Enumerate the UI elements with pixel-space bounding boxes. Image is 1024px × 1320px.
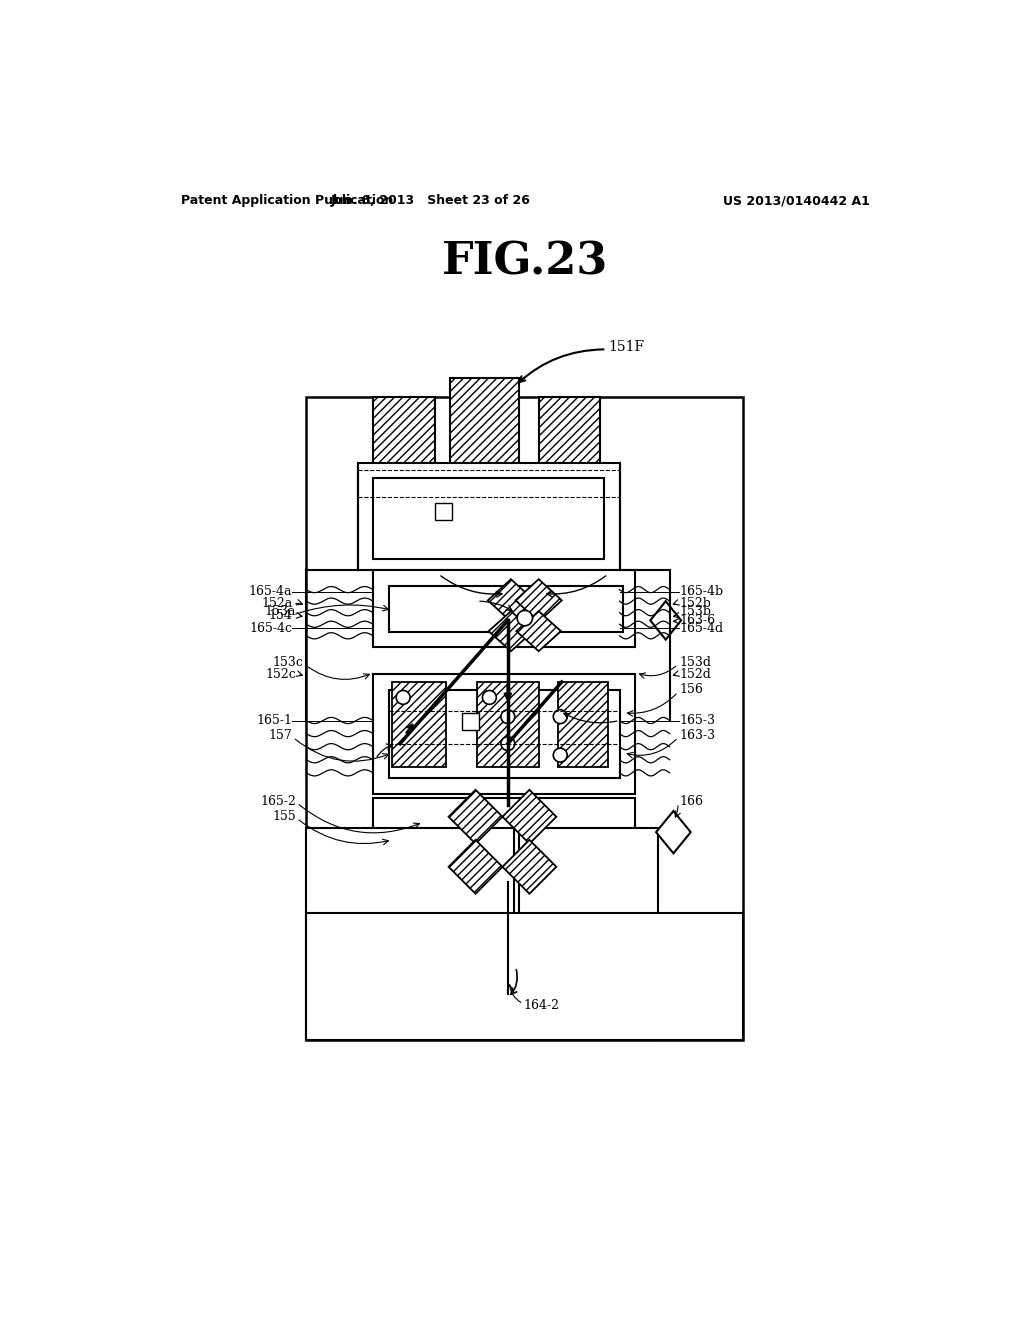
- Polygon shape: [516, 611, 561, 651]
- Bar: [388, 689, 620, 779]
- Polygon shape: [449, 840, 503, 894]
- Text: 165-1: 165-1: [256, 714, 292, 727]
- Bar: [306, 913, 743, 1040]
- Bar: [373, 478, 604, 558]
- Circle shape: [501, 737, 515, 751]
- Circle shape: [501, 710, 515, 723]
- Polygon shape: [650, 601, 681, 640]
- Text: 163-6: 163-6: [680, 614, 716, 627]
- Text: 152d: 152d: [680, 668, 712, 681]
- Bar: [392, 682, 446, 767]
- Text: 165-4d: 165-4d: [680, 622, 724, 635]
- Polygon shape: [449, 789, 503, 843]
- Text: US 2013/0140442 A1: US 2013/0140442 A1: [723, 194, 869, 207]
- Text: 165-4c: 165-4c: [249, 622, 292, 635]
- Text: 153a: 153a: [265, 605, 296, 618]
- Bar: [477, 682, 539, 767]
- Circle shape: [517, 610, 532, 626]
- Bar: [462, 713, 478, 730]
- Bar: [373, 797, 635, 917]
- Text: 156: 156: [680, 684, 703, 696]
- Circle shape: [396, 690, 410, 705]
- Bar: [388, 586, 624, 632]
- Bar: [558, 682, 608, 767]
- Text: 152c: 152c: [265, 668, 296, 681]
- Text: 153d: 153d: [680, 656, 712, 669]
- Text: 154: 154: [268, 609, 292, 622]
- Bar: [306, 397, 743, 1040]
- Bar: [373, 397, 435, 486]
- Bar: [435, 503, 452, 520]
- Polygon shape: [503, 840, 556, 894]
- Polygon shape: [488, 611, 534, 651]
- Text: 165-3: 165-3: [680, 714, 716, 727]
- Text: Patent Application Publication: Patent Application Publication: [180, 194, 393, 207]
- Text: Jun. 6, 2013   Sheet 23 of 26: Jun. 6, 2013 Sheet 23 of 26: [331, 194, 530, 207]
- Text: 152a: 152a: [261, 597, 292, 610]
- Text: 166: 166: [680, 795, 703, 808]
- Text: 157: 157: [268, 730, 292, 742]
- Text: 151F: 151F: [608, 341, 644, 354]
- Polygon shape: [487, 579, 535, 622]
- Circle shape: [553, 748, 567, 762]
- Polygon shape: [503, 789, 556, 843]
- Polygon shape: [656, 810, 691, 853]
- Circle shape: [553, 710, 567, 723]
- Bar: [357, 462, 620, 570]
- Bar: [519, 829, 658, 1040]
- Text: FIG.23: FIG.23: [441, 240, 608, 284]
- Bar: [539, 397, 600, 486]
- Polygon shape: [515, 579, 562, 622]
- Bar: [373, 675, 635, 793]
- Text: 152b: 152b: [680, 597, 712, 610]
- Circle shape: [482, 690, 497, 705]
- Text: 165-4b: 165-4b: [680, 585, 724, 598]
- Bar: [373, 570, 635, 647]
- Text: 165-2: 165-2: [260, 795, 296, 808]
- Text: 153c: 153c: [273, 656, 304, 669]
- Text: 165-4a: 165-4a: [249, 585, 292, 598]
- Bar: [451, 378, 519, 486]
- Text: 163-3: 163-3: [680, 730, 716, 742]
- Bar: [306, 829, 514, 1040]
- Text: 164-2: 164-2: [523, 999, 559, 1012]
- Text: 153b: 153b: [680, 605, 712, 618]
- Text: 155: 155: [272, 810, 296, 824]
